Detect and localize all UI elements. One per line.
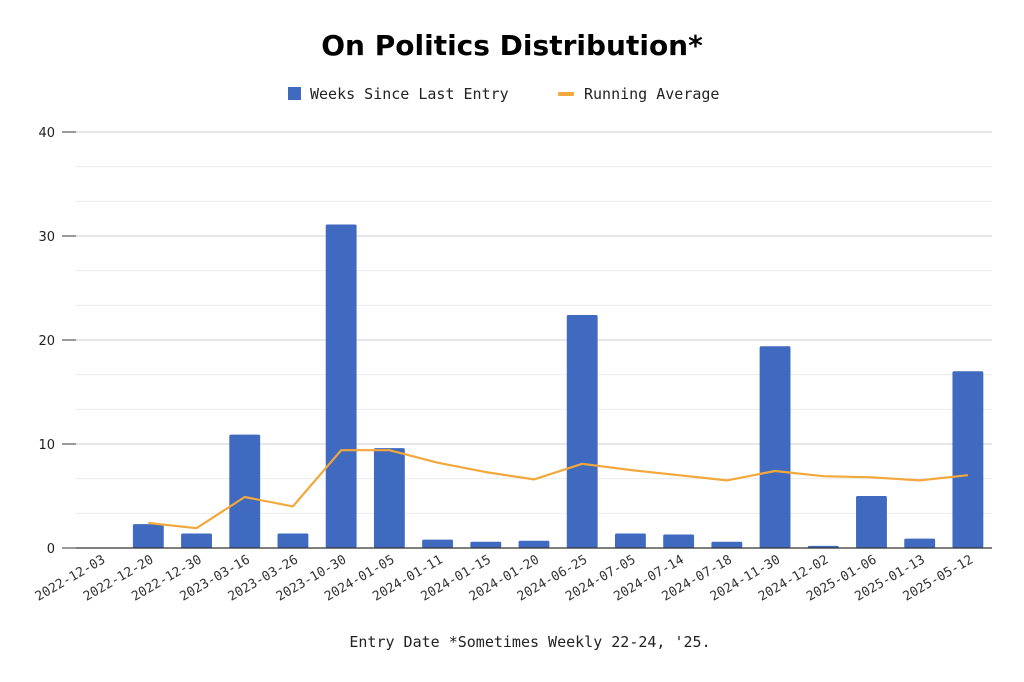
y-tick-label: 30 — [38, 230, 55, 245]
bar — [422, 539, 454, 548]
bar — [229, 434, 261, 548]
bar — [759, 346, 791, 548]
bar — [904, 538, 936, 548]
gridlines — [76, 131, 992, 514]
legend: Weeks Since Last Entry Running Average — [288, 85, 719, 103]
bar — [132, 524, 164, 548]
x-axis-label: Entry Date *Sometimes Weekly 22-24, '25. — [349, 633, 710, 651]
chart-title: On Politics Distribution* — [321, 29, 703, 62]
y-tick-label: 10 — [38, 438, 55, 453]
legend-label-line: Running Average — [584, 85, 719, 103]
bar — [566, 315, 598, 548]
bar — [181, 533, 212, 548]
bar — [373, 448, 405, 548]
legend-label-bars: Weeks Since Last Entry — [310, 85, 509, 103]
bar — [711, 541, 743, 548]
bar-series — [132, 224, 984, 548]
y-axis-ticks: 0 10 20 30 40 — [38, 126, 76, 557]
bar — [277, 533, 309, 548]
bar — [614, 533, 646, 548]
y-tick-label: 40 — [38, 126, 55, 141]
x-axis-ticks: 2022-12-032022-12-202022-12-302023-03-16… — [33, 552, 976, 604]
running-average-line — [148, 449, 969, 530]
bar — [856, 496, 887, 548]
bar — [470, 541, 502, 548]
y-tick-label: 0 — [47, 542, 55, 557]
y-tick-label: 20 — [38, 334, 55, 349]
legend-swatch-line — [558, 92, 574, 96]
line-series — [148, 449, 969, 530]
bar — [325, 224, 357, 548]
bar — [952, 371, 984, 548]
bar — [518, 540, 550, 548]
bar — [663, 534, 695, 548]
legend-swatch-bars — [288, 87, 301, 100]
